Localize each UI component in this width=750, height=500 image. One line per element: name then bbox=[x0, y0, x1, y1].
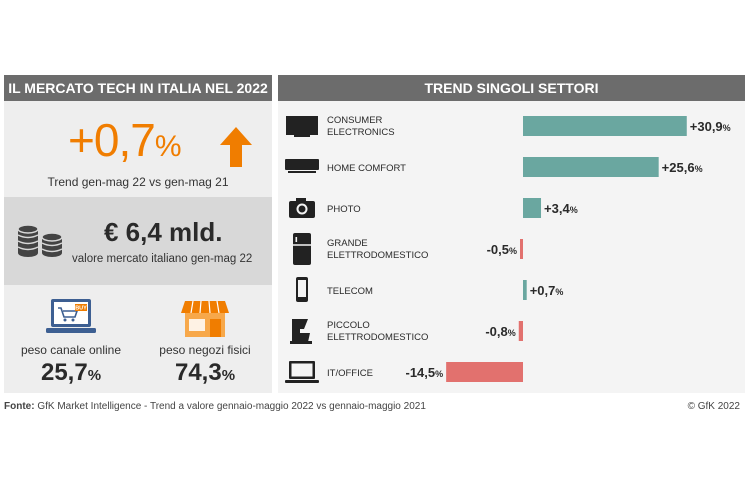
laptop-cart-icon: BUY bbox=[46, 299, 96, 333]
online-channel-value: 25,7% bbox=[40, 359, 102, 386]
trend-data-label: -14,5% bbox=[405, 365, 443, 380]
sector-label: TELECOM bbox=[327, 286, 373, 297]
sector-row: CONSUMER ELECTRONICS +30,9% bbox=[286, 115, 731, 138]
market-summary-panel: +0,7% Trend gen-mag 22 vs gen-mag 21 € 6… bbox=[4, 101, 272, 393]
sector-trend-panel: CONSUMER ELECTRONICS +30,9% HOME COMFORT +25… bbox=[278, 101, 745, 393]
sector-row: IT/OFFICE -14,5% bbox=[285, 361, 523, 383]
sector-label: PICCOLO ELETTRODOMESTICO bbox=[327, 320, 428, 343]
trend-bar bbox=[523, 198, 542, 218]
trend-data-label: -0,8% bbox=[485, 324, 515, 339]
svg-text:BUY: BUY bbox=[75, 306, 87, 312]
store-icon bbox=[181, 300, 229, 337]
sector-label: PHOTO bbox=[327, 204, 361, 215]
right-header: TREND SINGOLI SETTORI bbox=[278, 75, 745, 101]
kitchen-mixer-icon bbox=[290, 319, 312, 344]
source-note: Fonte: GfK Market Intelligence - Trend a… bbox=[4, 401, 426, 412]
trend-bar bbox=[446, 362, 523, 382]
market-subtitle: valore mercato italiano gen-mag 22 bbox=[72, 253, 253, 265]
trend-bar bbox=[523, 280, 527, 300]
trend-bar bbox=[523, 157, 659, 177]
sector-label: GRANDE ELETTRODOMESTICO bbox=[327, 238, 428, 261]
sector-label: IT/OFFICE bbox=[327, 368, 373, 379]
stores-channel-label: peso negozi fisici bbox=[159, 343, 251, 357]
trend-bar bbox=[518, 321, 523, 341]
trend-data-label: -0,5% bbox=[487, 242, 517, 257]
sector-label: CONSUMER ELECTRONICS bbox=[327, 115, 395, 138]
stores-channel-value: 74,3% bbox=[174, 359, 236, 386]
sector-row: GRANDE ELETTRODOMESTICO -0,5% bbox=[293, 233, 523, 265]
sector-trend-chart: CONSUMER ELECTRONICS +30,9% HOME COMFORT +25… bbox=[285, 115, 731, 383]
sector-row: PICCOLO ELETTRODOMESTICO -0,8% bbox=[290, 319, 523, 344]
coins-icon bbox=[17, 224, 63, 257]
left-header: IL MERCATO TECH IN ITALIA NEL 2022 bbox=[4, 75, 272, 101]
trend-bar bbox=[523, 116, 687, 136]
market-value: € 6,4 mld. bbox=[104, 217, 223, 247]
trend-data-label: +0,7% bbox=[530, 283, 564, 298]
trend-data-label: +30,9% bbox=[690, 119, 731, 134]
sector-row: TELECOM +0,7% bbox=[296, 277, 563, 302]
sector-row: PHOTO +3,4% bbox=[289, 198, 578, 218]
growth-section: +0,7% Trend gen-mag 22 vs gen-mag 21 bbox=[4, 101, 272, 197]
sector-row: HOME COMFORT +25,6% bbox=[285, 157, 703, 177]
growth-subtitle: Trend gen-mag 22 vs gen-mag 21 bbox=[47, 175, 229, 189]
market-value-section: € 6,4 mld. valore mercato italiano gen-m… bbox=[4, 197, 272, 285]
trend-bar bbox=[520, 239, 523, 259]
sector-label: HOME COMFORT bbox=[327, 163, 406, 174]
air-conditioner-icon bbox=[285, 159, 319, 173]
copyright: © GfK 2022 bbox=[687, 401, 740, 412]
trend-data-label: +25,6% bbox=[662, 160, 703, 175]
fridge-icon bbox=[293, 233, 311, 265]
laptop-icon bbox=[285, 361, 319, 383]
trend-data-label: +3,4% bbox=[544, 201, 578, 216]
smartphone-icon bbox=[296, 277, 308, 302]
online-channel: BUY peso canale online 25,7% bbox=[4, 297, 138, 387]
tv-icon bbox=[286, 116, 318, 137]
camera-icon bbox=[289, 198, 315, 218]
up-arrow-icon bbox=[220, 127, 252, 167]
stores-channel: peso negozi fisici 74,3% bbox=[138, 297, 272, 387]
online-channel-label: peso canale online bbox=[20, 343, 122, 357]
growth-value: +0,7% bbox=[68, 114, 181, 166]
